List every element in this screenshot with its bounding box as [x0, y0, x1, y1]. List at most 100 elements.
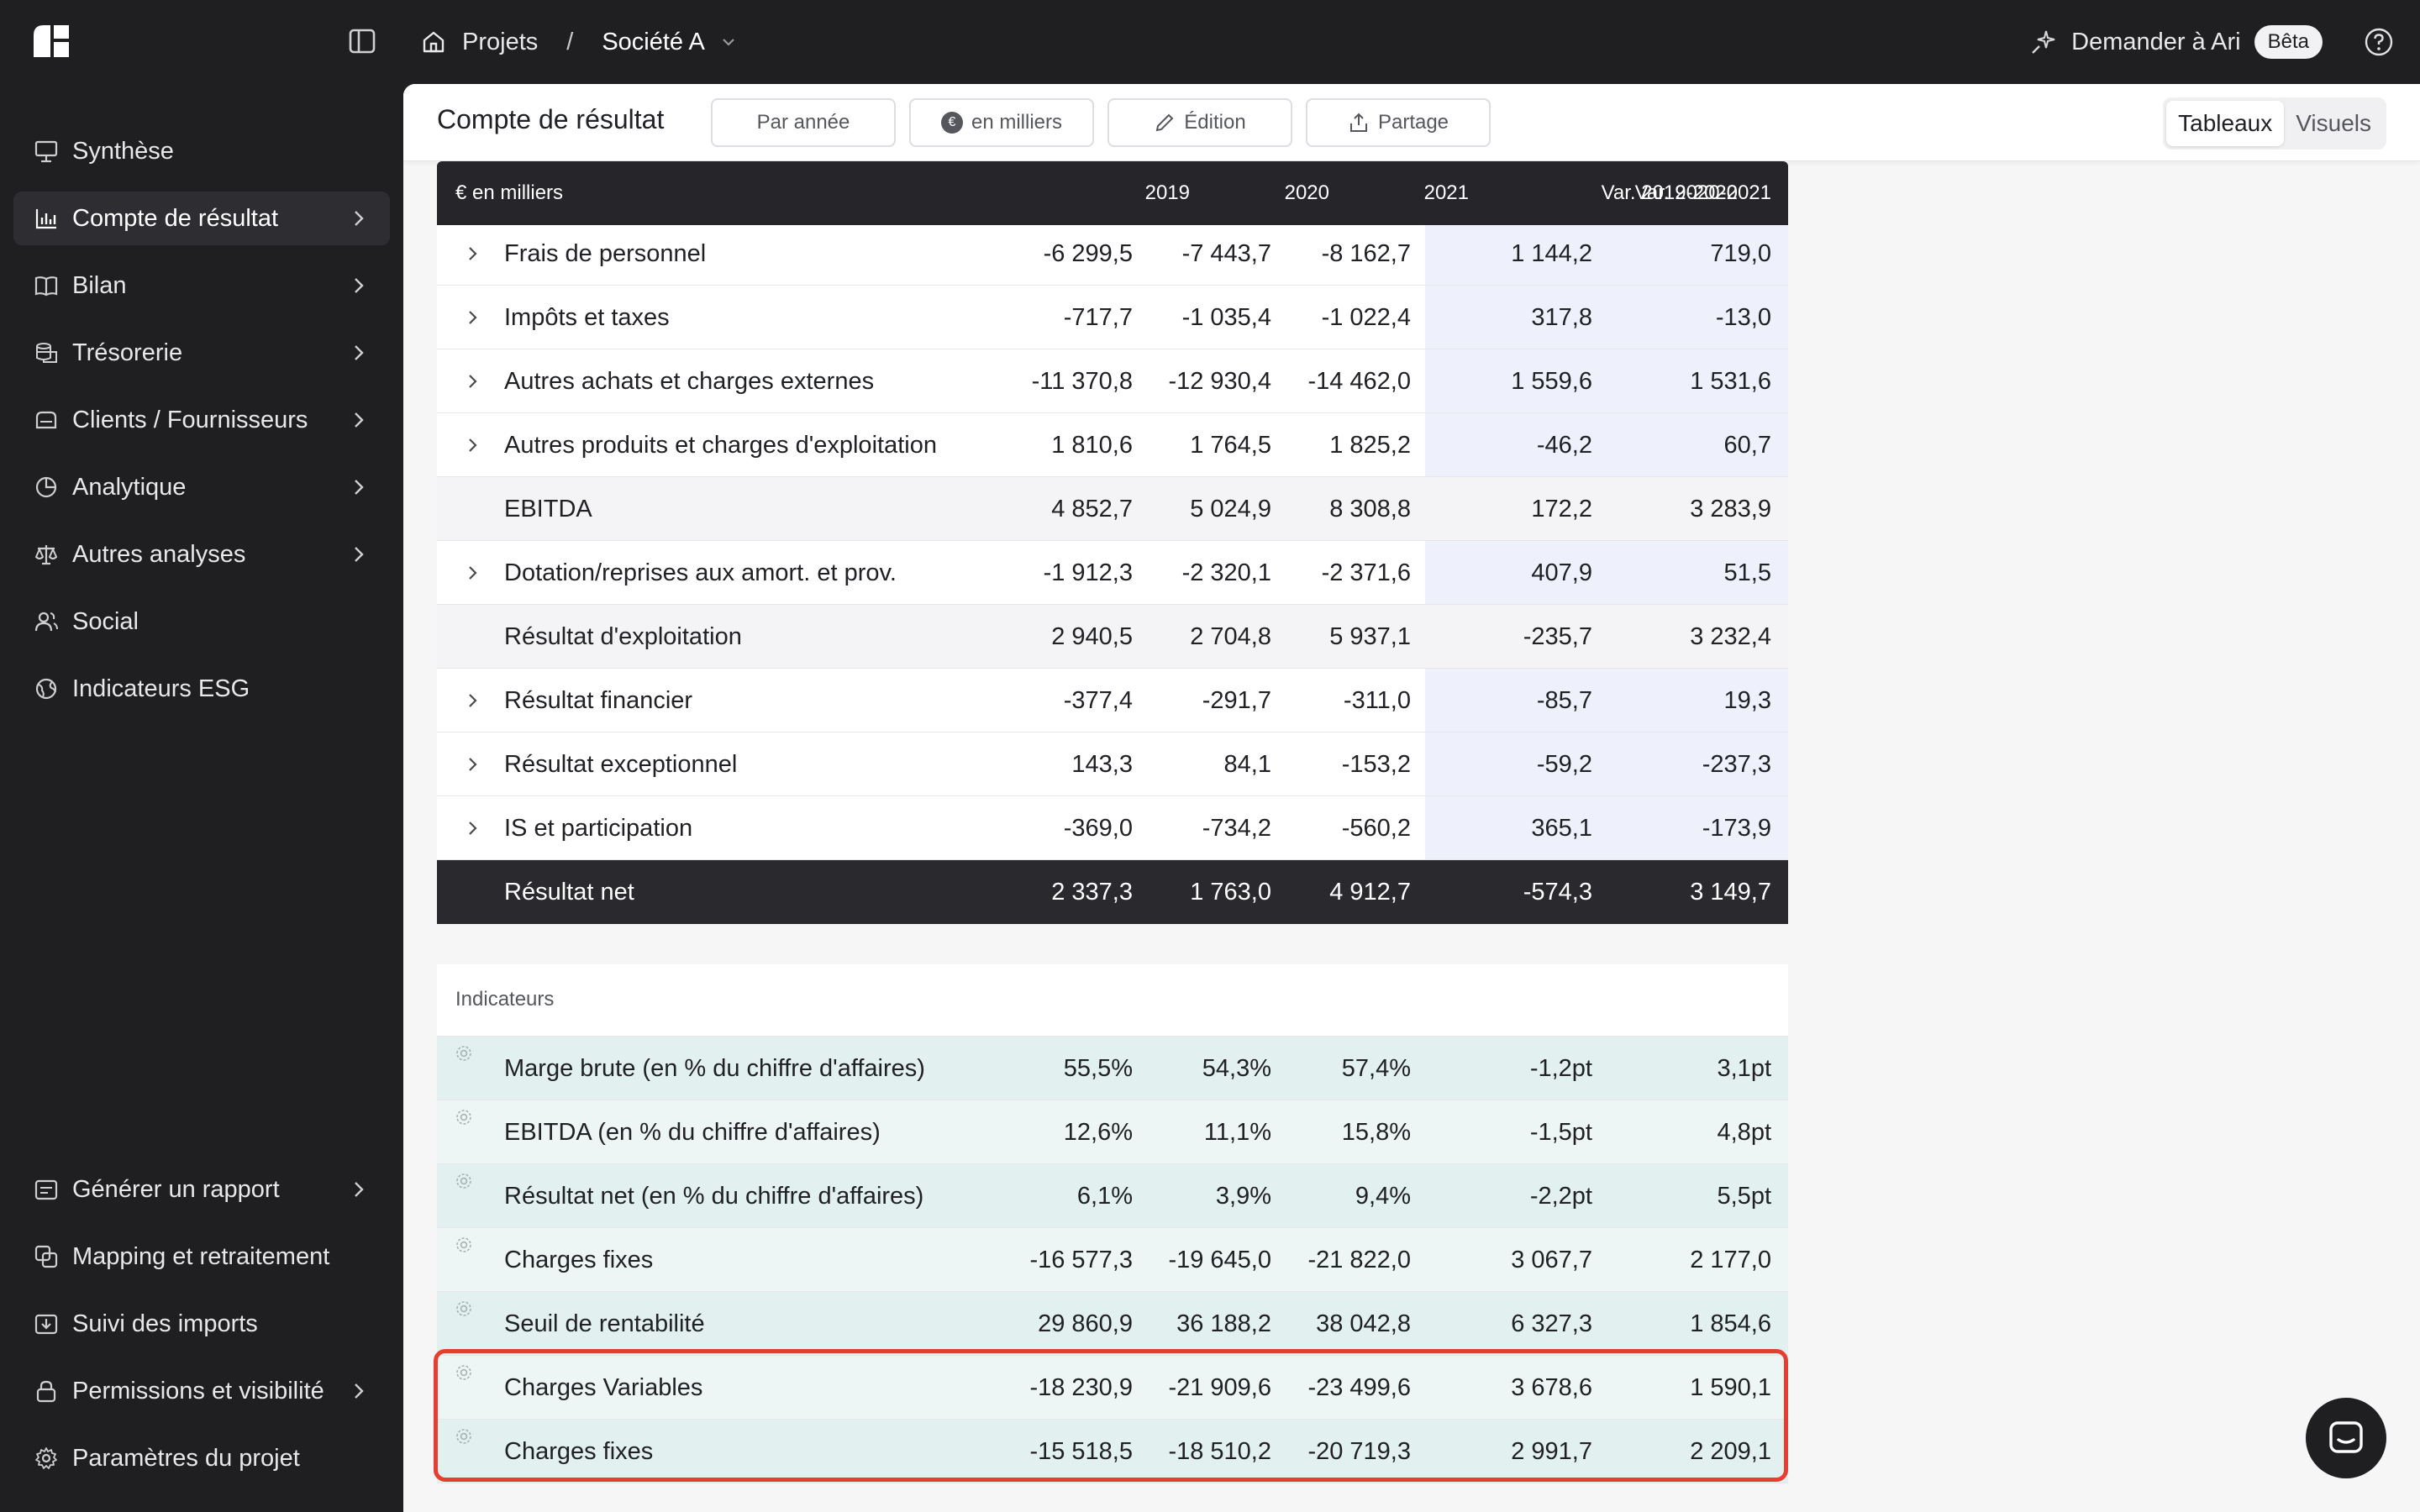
chevron-right-icon[interactable] [462, 754, 482, 774]
sidebar-item-permissions[interactable]: Permissions et visibilité [13, 1364, 390, 1418]
value-var-2019-2020: 2 991,7 [1511, 1438, 1592, 1465]
sidebar-item-suivi-imports[interactable]: Suivi des imports [13, 1297, 390, 1351]
value-var-2020-2021: 2 209,1 [1690, 1438, 1771, 1465]
sidebar-toggle-icon[interactable] [348, 27, 376, 55]
sidebar-item-social[interactable]: Social [13, 595, 390, 648]
value-2020: 3,9% [1215, 1183, 1271, 1210]
breadcrumb-current-company[interactable]: Société A [602, 28, 705, 55]
value-var-2020-2021: 19,3 [1723, 687, 1771, 714]
chevron-right-icon[interactable] [462, 435, 482, 455]
value-2019: 4 852,7 [1051, 496, 1133, 522]
breadcrumb-projects-link[interactable]: Projets [462, 28, 539, 55]
value-2019: 55,5% [1063, 1055, 1133, 1082]
chevron-right-icon[interactable] [462, 244, 482, 264]
variance-shading [1425, 669, 1788, 732]
edit-button[interactable]: Édition [1107, 98, 1292, 147]
indicators-section-header: Indicateurs [437, 964, 1788, 1037]
table-row[interactable]: Dotation/reprises aux amort. et prov. -1 … [437, 541, 1788, 605]
table-row[interactable]: Frais de personnel -6 299,5 -7 443,7 -8 162… [437, 222, 1788, 286]
value-var-2020-2021: 3 283,9 [1690, 496, 1771, 522]
app-logo-icon[interactable] [32, 24, 71, 59]
value-var-2019-2020: 3 678,6 [1511, 1374, 1592, 1401]
chat-button[interactable] [2306, 1398, 2386, 1478]
indicator-row: Charges Variables -18 230,9 -21 909,6 -23 4… [437, 1356, 1788, 1420]
sidebar-item-bilan[interactable]: Bilan [13, 259, 390, 312]
chevron-right-icon[interactable] [462, 307, 482, 328]
row-label: Charges fixes [504, 1438, 654, 1465]
chevron-right-icon[interactable] [462, 690, 482, 711]
sidebar-item-analytique[interactable]: Analytique [13, 460, 390, 514]
value-2020: 11,1% [1203, 1119, 1271, 1146]
chevron-right-icon[interactable] [462, 818, 482, 838]
chevron-right-icon [355, 278, 364, 293]
chevron-right-icon[interactable] [462, 563, 482, 583]
help-icon[interactable] [2363, 26, 2395, 58]
gear-icon[interactable] [454, 1362, 474, 1383]
sidebar-item-tresorerie[interactable]: Trésorerie [13, 326, 390, 380]
value-var-2020-2021: 3 149,7 [1690, 879, 1771, 906]
value-var-2019-2020: -85,7 [1536, 687, 1592, 714]
table-row[interactable]: Résultat financier -377,4 -291,7 -311,0 -85,… [437, 669, 1788, 732]
chevron-right-icon [355, 1383, 364, 1399]
globe-icon [32, 675, 60, 703]
gear-icon[interactable] [454, 1171, 474, 1191]
value-var-2019-2020: 6 327,3 [1511, 1310, 1592, 1337]
sidebar-item-clients-fournisseurs[interactable]: Clients / Fournisseurs [13, 393, 390, 447]
tab-tableaux[interactable]: Tableaux [2166, 101, 2285, 146]
value-2021: 5 937,1 [1329, 623, 1411, 650]
chevron-right-icon[interactable] [462, 371, 482, 391]
sidebar-item-autres-analyses[interactable]: Autres analyses [13, 528, 390, 581]
unit-button[interactable]: € en milliers [909, 98, 1094, 147]
table-row: EBITDA 4 852,7 5 024,9 8 308,8 172,2 3 283,9 [437, 477, 1788, 541]
row-label: EBITDA [504, 496, 592, 522]
chat-icon [2329, 1421, 2363, 1453]
value-2021: -560,2 [1341, 815, 1411, 842]
euro-icon: € [940, 112, 963, 134]
income-statement-table: € en milliers 2019 2020 2021 Var. 2019-2… [437, 161, 1788, 1512]
table-row[interactable]: IS et participation -369,0 -734,2 -560,2 365… [437, 796, 1788, 860]
gear-icon[interactable] [454, 1299, 474, 1319]
gear-icon[interactable] [454, 1107, 474, 1127]
gear-icon [32, 1444, 60, 1473]
table-row[interactable]: Autres achats et charges externes -11 370… [437, 349, 1788, 413]
sidebar-item-label: Indicateurs ESG [72, 675, 250, 702]
period-button[interactable]: Par année [711, 98, 896, 147]
table-row[interactable]: Autres produits et charges d'exploitatio… [437, 413, 1788, 477]
table-row[interactable]: Impôts et taxes -717,7 -1 035,4 -1 022,4 317… [437, 286, 1788, 349]
value-2020: -2 320,1 [1181, 559, 1271, 586]
variance-shading [1425, 286, 1788, 349]
gear-icon[interactable] [454, 1235, 474, 1255]
column-header-2021: 2021 [1423, 181, 1469, 204]
sidebar-item-label: Paramètres du projet [72, 1444, 300, 1472]
value-2020: -7 443,7 [1181, 240, 1271, 267]
value-var-2019-2020: 3 067,7 [1511, 1247, 1592, 1273]
value-var-2019-2020: -59,2 [1536, 751, 1592, 778]
tab-visuels[interactable]: Visuels [2296, 110, 2371, 136]
chevron-down-icon[interactable] [720, 34, 737, 50]
chevron-right-icon [355, 480, 364, 495]
value-2019: -377,4 [1063, 687, 1133, 714]
table-row[interactable]: Résultat exceptionnel 143,3 84,1 -153,2 -59,… [437, 732, 1788, 796]
home-icon[interactable] [420, 29, 447, 55]
sidebar-item-synthese[interactable]: Synthèse [13, 124, 390, 178]
gear-icon[interactable] [454, 1043, 474, 1063]
sidebar-item-parametres[interactable]: Paramètres du projet [13, 1431, 390, 1485]
ask-ari-button[interactable]: Demander à Ari Bêta [2029, 0, 2323, 84]
sidebar-item-mapping[interactable]: Mapping et retraitement [13, 1230, 390, 1284]
share-button[interactable]: Partage [1306, 98, 1491, 147]
sidebar-item-label: Bilan [72, 271, 127, 299]
value-2019: -18 230,9 [1029, 1374, 1133, 1401]
table-row: Résultat d'exploitation 2 940,5 2 704,8 5 9… [437, 605, 1788, 669]
sidebar-item-indicateurs-esg[interactable]: Indicateurs ESG [13, 662, 390, 716]
variance-shading [1425, 541, 1788, 604]
sidebar-item-label: Social [72, 607, 139, 635]
gear-icon[interactable] [454, 1426, 474, 1446]
row-label: Impôts et taxes [504, 304, 670, 331]
value-var-2020-2021: -13,0 [1715, 304, 1771, 331]
variance-shading [1425, 796, 1788, 859]
bar-chart-icon [32, 204, 60, 233]
column-header-var-2020-2021: Var. 2020-2021 [1634, 181, 1771, 204]
sidebar-item-generer-rapport[interactable]: Générer un rapport [13, 1163, 390, 1216]
pie-chart-icon [32, 473, 60, 501]
sidebar-item-compte-de-resultat[interactable]: Compte de résultat [13, 192, 390, 245]
